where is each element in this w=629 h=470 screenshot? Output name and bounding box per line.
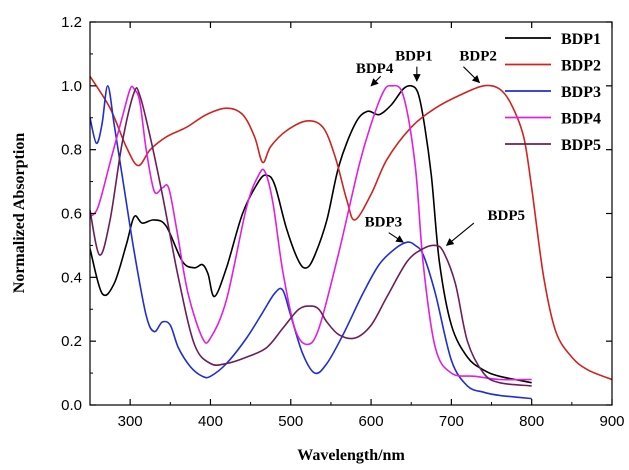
y-tick-label: 0.6 [61, 206, 82, 223]
series-line-bdp1 [90, 84, 532, 384]
x-tick-label: 300 [118, 413, 143, 430]
series-line-bdp3 [90, 85, 532, 400]
x-tick-label: 500 [278, 413, 303, 430]
legend-label-bdp4: BDP4 [561, 111, 601, 128]
annotation-arrow [370, 75, 382, 87]
annotation-label: BDP4 [356, 61, 394, 77]
annotation-label: BDP1 [395, 48, 433, 64]
y-tick-label: 0.8 [61, 142, 82, 159]
legend-label-bdp3: BDP3 [561, 84, 601, 101]
annotation-arrow [445, 222, 475, 246]
series-layer [90, 75, 612, 400]
annotation-label: BDP5 [488, 208, 526, 224]
x-axis-title: Wavelength/nm [297, 447, 405, 464]
y-tick-label: 0.4 [61, 269, 82, 286]
annotation-label: BDP2 [459, 48, 497, 64]
x-tick-label: 800 [519, 413, 544, 430]
y-tick-label: 1.2 [61, 14, 82, 31]
legend-label-bdp5: BDP5 [561, 137, 601, 154]
legend-label-bdp2: BDP2 [561, 58, 601, 75]
y-tick-label: 1.0 [61, 78, 82, 95]
x-tick-label: 400 [198, 413, 223, 430]
x-tick-label: 900 [599, 413, 624, 430]
y-axis-title: Normalized Absorption [11, 133, 28, 294]
y-tick-label: 0.2 [61, 333, 82, 350]
annotation-arrow [388, 232, 404, 243]
series-line-bdp4 [90, 84, 532, 381]
axes-layer: 300 400 500 600 700 800 900 0.0 0.2 0.4 0.6 0.8 1.0 1… [61, 14, 624, 430]
legend: BDP1 BDP2 BDP3 BDP4 BDP5 [505, 31, 601, 154]
y-tick-label: 0.0 [61, 397, 82, 414]
annotation-arrow [463, 66, 481, 84]
series-line-bdp5 [90, 86, 532, 387]
annotation-label: BDP3 [365, 214, 403, 230]
x-tick-label: 600 [359, 413, 384, 430]
series-line-bdp2 [90, 75, 612, 381]
x-tick-label: 700 [439, 413, 464, 430]
legend-label-bdp1: BDP1 [561, 31, 601, 48]
